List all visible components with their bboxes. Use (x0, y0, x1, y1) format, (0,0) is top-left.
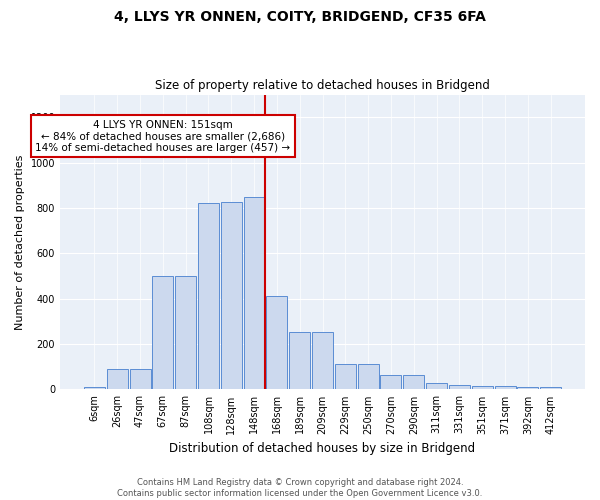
Bar (335, 364, 356, 390)
Text: 4, LLYS YR ONNEN, COITY, BRIDGEND, CF35 6FA: 4, LLYS YR ONNEN, COITY, BRIDGEND, CF35 … (114, 10, 486, 24)
Bar (175, 276, 196, 390)
Text: Contains HM Land Registry data © Crown copyright and database right 2024.
Contai: Contains HM Land Registry data © Crown c… (118, 478, 482, 498)
Bar (358, 364, 379, 390)
Bar (107, 369, 128, 390)
Bar (380, 374, 401, 390)
Bar (426, 382, 447, 390)
Bar (289, 332, 310, 390)
Bar (494, 386, 515, 390)
X-axis label: Distribution of detached houses by size in Bridgend: Distribution of detached houses by size … (169, 442, 476, 455)
Title: Size of property relative to detached houses in Bridgend: Size of property relative to detached ho… (155, 79, 490, 92)
Bar (540, 387, 561, 390)
Bar (130, 369, 151, 390)
Y-axis label: Number of detached properties: Number of detached properties (15, 154, 25, 330)
Bar (403, 374, 424, 390)
Bar (221, 202, 242, 390)
Bar (198, 204, 219, 390)
Bar (84, 387, 105, 390)
Bar (152, 276, 173, 390)
Bar (266, 296, 287, 390)
Bar (312, 332, 333, 390)
Bar (472, 386, 493, 390)
Bar (449, 385, 470, 390)
Text: 4 LLYS YR ONNEN: 151sqm
← 84% of detached houses are smaller (2,686)
14% of semi: 4 LLYS YR ONNEN: 151sqm ← 84% of detache… (35, 120, 290, 152)
Bar (517, 387, 538, 390)
Bar (244, 196, 265, 390)
